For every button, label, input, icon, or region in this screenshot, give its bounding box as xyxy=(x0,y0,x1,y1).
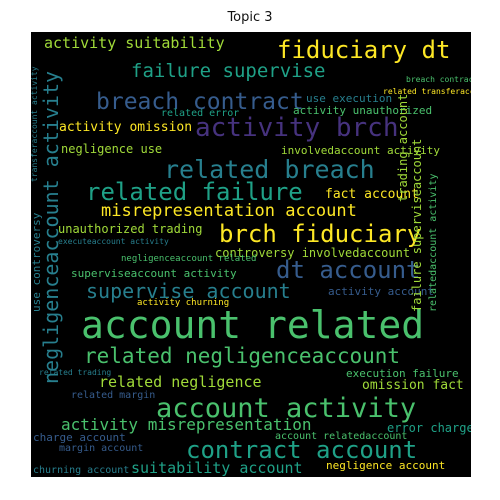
word: related failure xyxy=(86,178,303,206)
word: related error xyxy=(161,108,240,119)
word: margin account xyxy=(59,443,144,454)
word: negligenceaccount activity xyxy=(39,70,63,384)
word: use controversy xyxy=(31,212,43,312)
word: negligence account xyxy=(326,459,446,472)
word: activity misrepresentation xyxy=(61,415,312,434)
word: use execution xyxy=(306,92,393,105)
word: breach contract xyxy=(96,89,304,115)
word: charge account xyxy=(33,431,126,444)
word: related margin xyxy=(71,390,156,401)
word: unauthorized trading xyxy=(58,222,203,236)
word: account related xyxy=(81,303,425,347)
word: involvedaccount activity xyxy=(281,144,440,157)
word: dt account xyxy=(276,256,421,284)
word: fiduciary dt xyxy=(277,36,451,64)
word: supervise account xyxy=(86,279,291,303)
word: account relatedaccount xyxy=(275,431,408,442)
word: related negligenceaccount xyxy=(84,344,401,368)
word: superviseaccount activity xyxy=(71,267,237,280)
word: contract account xyxy=(186,436,418,464)
word: activity brch xyxy=(195,113,399,143)
word: suitability account xyxy=(131,459,303,477)
word: activity churning xyxy=(137,298,230,308)
word: misrepresentation account xyxy=(101,201,357,221)
word: controversy involvedaccount xyxy=(215,246,411,260)
word: fact account xyxy=(325,187,419,202)
word: relatedaccount activity xyxy=(428,173,439,312)
word: activity suitability xyxy=(44,34,225,52)
word: account activity xyxy=(156,393,417,424)
word: omission fact xyxy=(362,378,464,393)
word-cloud: activity suitability fiduciary dt failur… xyxy=(31,32,471,477)
word: related trading xyxy=(39,368,112,377)
word: activity omission xyxy=(59,120,193,135)
word: trading account xyxy=(396,93,410,202)
word: error charge xyxy=(387,421,471,435)
word: transferaccount activity xyxy=(31,66,39,182)
word: activity account xyxy=(328,285,434,298)
word: execution failure xyxy=(346,367,459,380)
word: negligenceaccount related xyxy=(121,254,257,264)
word: related transferaccount xyxy=(383,87,471,96)
chart-title: Topic 3 xyxy=(227,10,273,25)
word: churning account xyxy=(33,465,130,476)
word: negligence use xyxy=(61,142,163,156)
word: failure superviseaccount xyxy=(410,138,424,312)
word: brch fiduciary xyxy=(219,220,422,248)
word: failure supervise xyxy=(131,60,326,82)
word: activity unauthorized xyxy=(293,104,433,117)
word: related breach xyxy=(164,155,375,184)
word: executeaccount activity xyxy=(58,237,169,246)
word: related negligence xyxy=(99,373,262,391)
